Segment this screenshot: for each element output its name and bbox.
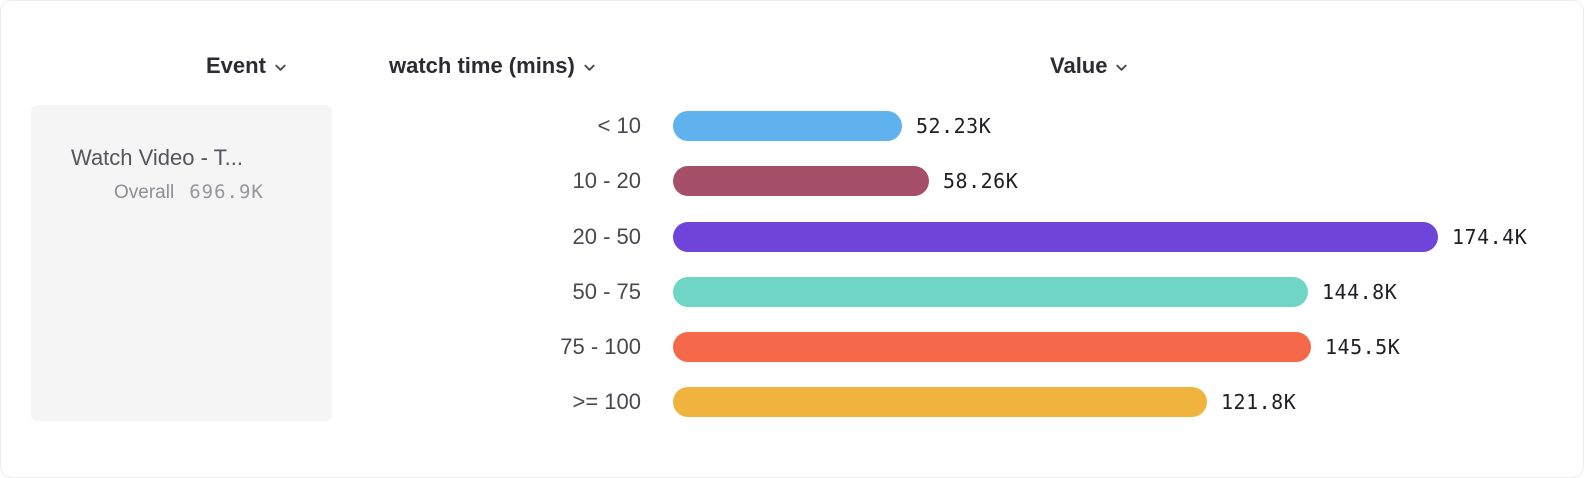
bar-value-label: 58.26K: [943, 169, 1019, 193]
overall-label: Overall: [114, 182, 175, 203]
chart-row: 75 - 100 145.5K: [1, 332, 1583, 362]
category-label: < 10: [597, 113, 641, 138]
category-label: 10 - 20: [572, 168, 642, 193]
category-label: >= 100: [572, 389, 641, 414]
bar-gte-100[interactable]: [673, 387, 1207, 417]
category-label: 75 - 100: [560, 334, 641, 359]
bar-20-50[interactable]: [673, 222, 1438, 252]
value-column-header[interactable]: Value: [1050, 53, 1129, 79]
event-name: Watch Video - T...: [71, 145, 244, 170]
bar-10-20[interactable]: [673, 166, 929, 196]
chart-row: < 10 52.23K: [1, 111, 1583, 141]
category-label: 50 - 75: [572, 279, 642, 304]
value-column-label: Value: [1050, 53, 1108, 78]
event-column-header[interactable]: Event: [206, 53, 288, 79]
chart-row: >= 100 121.8K: [1, 387, 1583, 417]
bar-value-label: 144.8K: [1322, 280, 1398, 304]
breakdown-column-label: watch time (mins): [389, 53, 575, 78]
bar-value-label: 121.8K: [1221, 390, 1297, 414]
bar-value-label: 174.4K: [1452, 225, 1528, 249]
event-card-watch-video[interactable]: Watch Video - T... Overall 696.9K: [31, 105, 332, 421]
event-overall-row: Overall 696.9K: [114, 181, 264, 204]
breakdown-column-header[interactable]: watch time (mins): [389, 53, 597, 79]
chart-row: 50 - 75 144.8K: [1, 277, 1583, 307]
chart-row: 10 - 20 58.26K: [1, 166, 1583, 196]
chevron-down-icon: [273, 60, 288, 75]
bar-lt-10[interactable]: [673, 111, 902, 141]
chevron-down-icon: [582, 60, 597, 75]
chart-row: 20 - 50 174.4K: [1, 222, 1583, 252]
bar-value-label: 145.5K: [1325, 335, 1401, 359]
bar-50-75[interactable]: [673, 277, 1308, 307]
event-column-label: Event: [206, 53, 266, 78]
bar-value-label: 52.23K: [916, 114, 992, 138]
overall-value: 696.9K: [189, 181, 264, 203]
bar-75-100[interactable]: [673, 332, 1311, 362]
category-label: 20 - 50: [572, 224, 642, 249]
chevron-down-icon: [1114, 60, 1129, 75]
